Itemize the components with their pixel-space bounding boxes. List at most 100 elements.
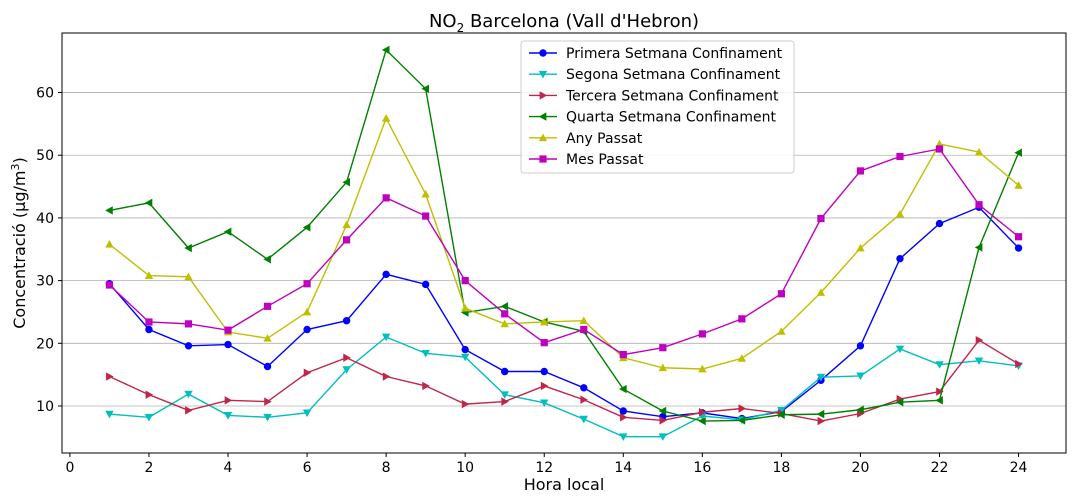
legend-label: Any Passat [566,131,643,147]
data-point [342,236,351,244]
legend-entry: Quarta Setmana Confinament [529,110,776,126]
data-point [579,415,588,424]
y-tick-label: 40 [36,211,54,227]
data-point [935,396,943,405]
data-point [460,353,470,362]
x-tick-label: 6 [303,460,312,476]
data-point [737,416,746,425]
data-point [501,397,509,406]
y-tick-label: 30 [36,274,54,290]
data-point [185,406,193,415]
data-point [580,325,588,334]
data-point [1014,244,1023,252]
data-point [224,340,232,349]
y-axis-ticks: 10 20 30 40 50 60 [36,86,62,415]
data-point [540,339,548,347]
data-point [619,433,628,441]
data-point [816,373,826,382]
data-point [421,84,430,93]
y-tick-label: 10 [36,399,54,415]
data-point [106,372,114,381]
data-point [263,255,271,264]
data-point [857,409,865,418]
x-axis-ticks: 0 2 4 6 8 10 12 14 16 18 20 22 24 [65,453,1028,476]
y-axis-label-main: Concentració (µg/m [10,171,29,329]
series-line [109,339,1019,422]
data-point [224,396,233,405]
data-point [500,391,509,399]
series-5 [105,114,1023,373]
data-point [658,433,668,441]
chart-title: NO2 Barcelona (Vall d'Hebron) [429,11,699,35]
data-point [777,290,786,298]
data-point [817,214,825,223]
chart-title-subscript: 2 [457,21,465,35]
data-point [896,254,904,263]
data-point [975,201,983,209]
data-point [343,353,351,362]
legend-entry: Primera Setmana Confinament [529,46,783,62]
data-point [263,334,272,342]
data-point [816,288,826,296]
data-point [540,367,548,376]
legend-label: Tercera Setmana Confinament [565,88,779,104]
data-point [579,316,588,325]
data-point [144,198,153,208]
data-point [777,410,785,419]
data-point [658,363,668,372]
data-point [659,344,667,352]
legend-entry: Any Passat [529,131,643,147]
data-point [422,381,430,391]
data-point [105,240,114,248]
data-point [856,372,865,381]
x-tick-label: 18 [772,460,790,476]
legend: Primera Setmana Confinament Segona Setman… [520,40,795,174]
data-point [539,91,548,100]
data-point [974,243,983,252]
data-point [777,407,786,415]
x-tick-label: 10 [456,460,474,476]
legend-entry: Segona Setmana Confinament [529,67,781,83]
legend-label: Quarta Setmana Confinament [566,110,776,126]
data-point [105,281,114,289]
data-point [381,114,391,122]
series-3 [106,335,1023,426]
data-point [264,397,272,406]
y-tick-label: 60 [36,86,54,102]
data-point [658,406,667,416]
data-point [382,270,390,279]
data-point [1014,181,1023,189]
data-point [501,310,509,318]
data-point [500,302,509,311]
data-point [381,45,390,55]
data-point [263,413,272,422]
data-point [382,194,390,202]
series-line [108,206,1020,420]
data-point [461,277,469,285]
x-tick-label: 12 [535,460,553,476]
x-axis-label: Hora local [524,475,605,494]
data-point [935,219,944,228]
data-point [144,271,154,279]
data-point [738,315,746,323]
series-2 [105,333,1023,441]
chart-title-main: NO [429,11,457,32]
data-point [619,413,628,422]
data-point [145,318,153,326]
data-point [856,342,865,350]
data-point [145,325,153,334]
data-point [856,405,864,414]
x-tick-label: 24 [1010,460,1028,476]
data-point [184,320,193,328]
x-tick-label: 22 [931,460,949,476]
y-tick-label: 50 [36,148,54,164]
x-tick-label: 16 [693,460,711,476]
data-point [698,416,706,426]
data-point [619,384,627,394]
series-1 [105,203,1023,423]
data-point [974,147,984,156]
x-tick-label: 20 [852,460,870,476]
data-point [1014,148,1022,157]
data-point [500,319,509,328]
data-point [224,326,232,334]
